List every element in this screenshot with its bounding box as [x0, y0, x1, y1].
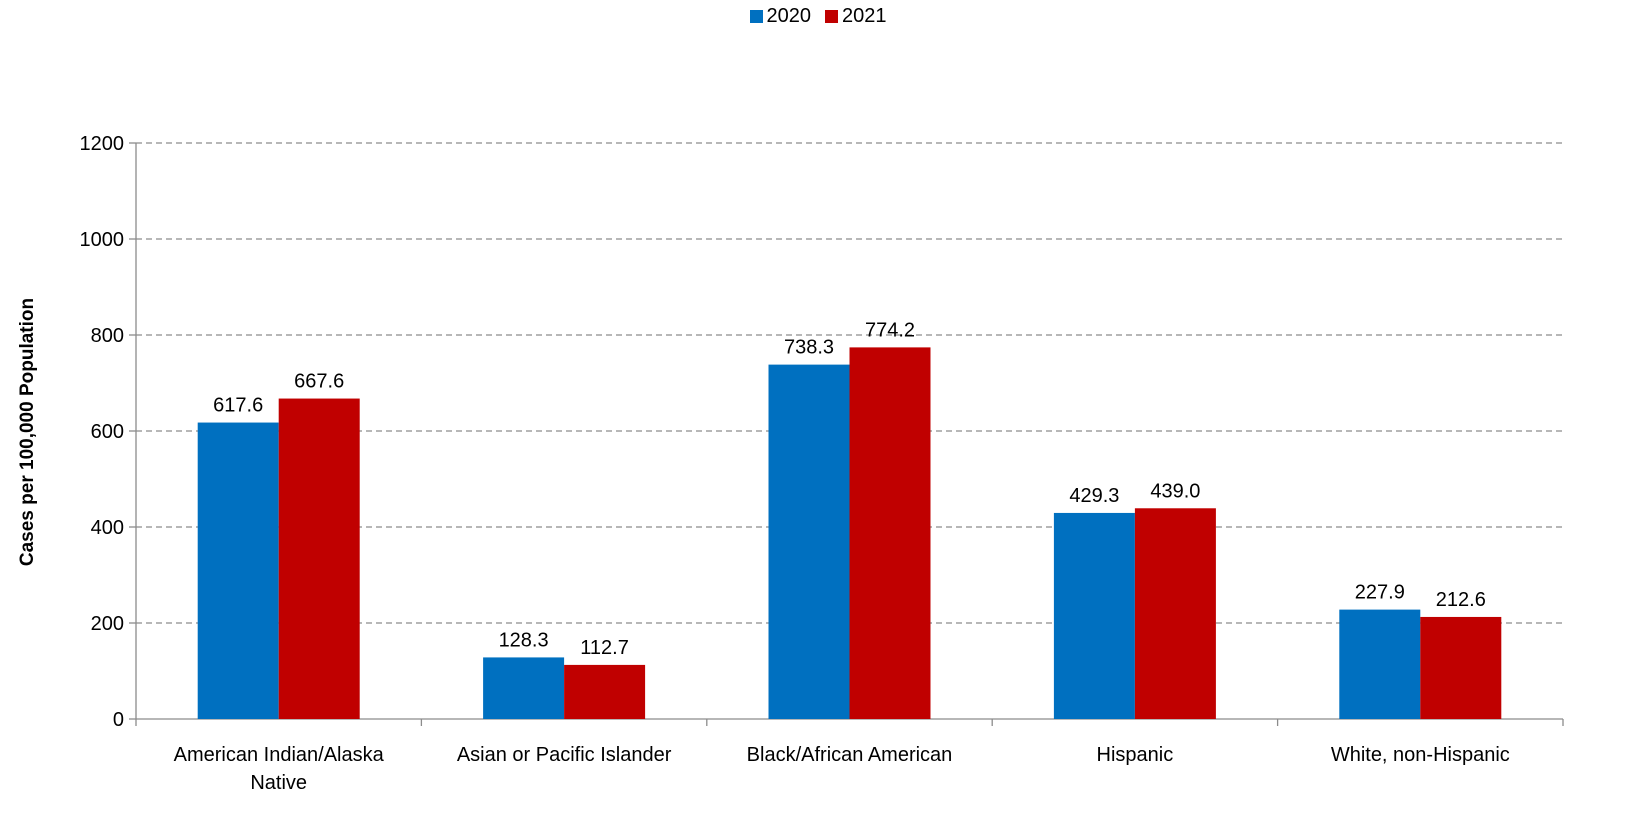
- data-label-2021: 667.6: [294, 371, 344, 393]
- bars: [197, 347, 1502, 719]
- y-tick-label: 400: [91, 517, 124, 539]
- data-label-2021: 212.6: [1436, 589, 1486, 611]
- y-tick-label: 1200: [80, 133, 125, 155]
- bar-2020: [1339, 609, 1421, 719]
- x-tick-label: Native: [250, 772, 307, 794]
- y-tick-label: 1000: [80, 229, 125, 251]
- data-label-2020: 738.3: [784, 337, 834, 359]
- bar-2021: [1420, 616, 1502, 719]
- y-tick-label: 600: [91, 421, 124, 443]
- bar-2020: [1053, 512, 1135, 719]
- y-tick-label: 200: [91, 613, 124, 635]
- x-tick-label: White, non-Hispanic: [1331, 744, 1510, 766]
- data-label-2020: 128.3: [499, 629, 549, 651]
- legend-label-2020: 2020: [766, 5, 812, 27]
- legend-swatch-2020: [749, 10, 763, 23]
- data-label-2021: 112.7: [580, 637, 629, 659]
- legend-item-2021: 2021: [825, 5, 887, 28]
- x-tick-label: Asian or Pacific Islander: [457, 744, 672, 766]
- bar-2021: [564, 664, 646, 719]
- x-tick-label: American Indian/Alaska: [174, 744, 385, 766]
- data-label-2021: 439.0: [1150, 480, 1200, 502]
- bar-2020: [483, 657, 565, 719]
- data-label-2020: 429.3: [1069, 485, 1119, 507]
- y-tick-label: 800: [91, 325, 124, 347]
- legend-item-2020: 2020: [749, 5, 812, 28]
- x-tick-label: Hispanic: [1097, 744, 1174, 766]
- bar-2020: [768, 364, 850, 719]
- legend: 2020 2021: [0, 5, 1636, 28]
- tick-labels: 0 200 400 600 800 1000 1200 American Indian/Ala…: [80, 133, 1510, 794]
- legend-label-2021: 2021: [842, 5, 887, 27]
- y-axis-label: Cases per 100,000 Population: [17, 298, 38, 566]
- bar-2020: [197, 422, 279, 719]
- y-tick-label: 0: [113, 709, 124, 731]
- data-label-2020: 617.6: [213, 395, 263, 417]
- data-label-2021: 774.2: [865, 319, 915, 341]
- data-label-2020: 227.9: [1355, 582, 1405, 604]
- x-tick-label: Black/African American: [747, 744, 953, 766]
- bar-2021: [278, 398, 360, 719]
- bar-2021: [1134, 508, 1216, 719]
- data-labels: 617.6 667.6 128.3 112.7 738.3 774.2 429.3 439.0…: [213, 319, 1486, 659]
- legend-swatch-2021: [825, 10, 838, 23]
- bar-2021: [849, 347, 931, 719]
